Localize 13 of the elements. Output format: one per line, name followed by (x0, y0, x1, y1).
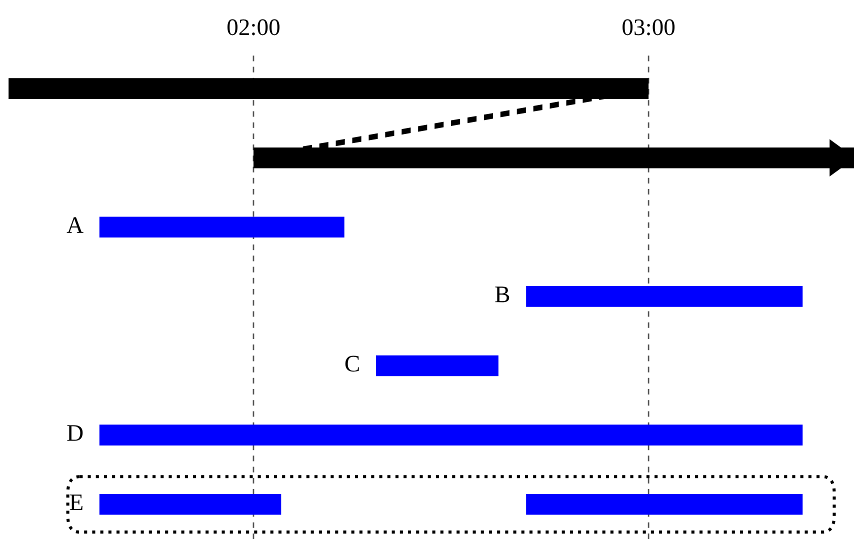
bar (526, 286, 803, 307)
bar (99, 424, 803, 446)
y-tick-label: B (495, 286, 510, 302)
y-tick-label: C (345, 356, 359, 372)
bar (376, 355, 498, 376)
y-tick-label: D (67, 425, 83, 441)
y-tick-label: E (70, 494, 82, 510)
y-tick-label: A (66, 217, 84, 233)
bar (526, 494, 803, 515)
bar (99, 216, 344, 238)
x-tick-label: 02:00 (227, 19, 280, 36)
bar (99, 494, 282, 515)
x-tick-label: 03:00 (622, 19, 675, 36)
